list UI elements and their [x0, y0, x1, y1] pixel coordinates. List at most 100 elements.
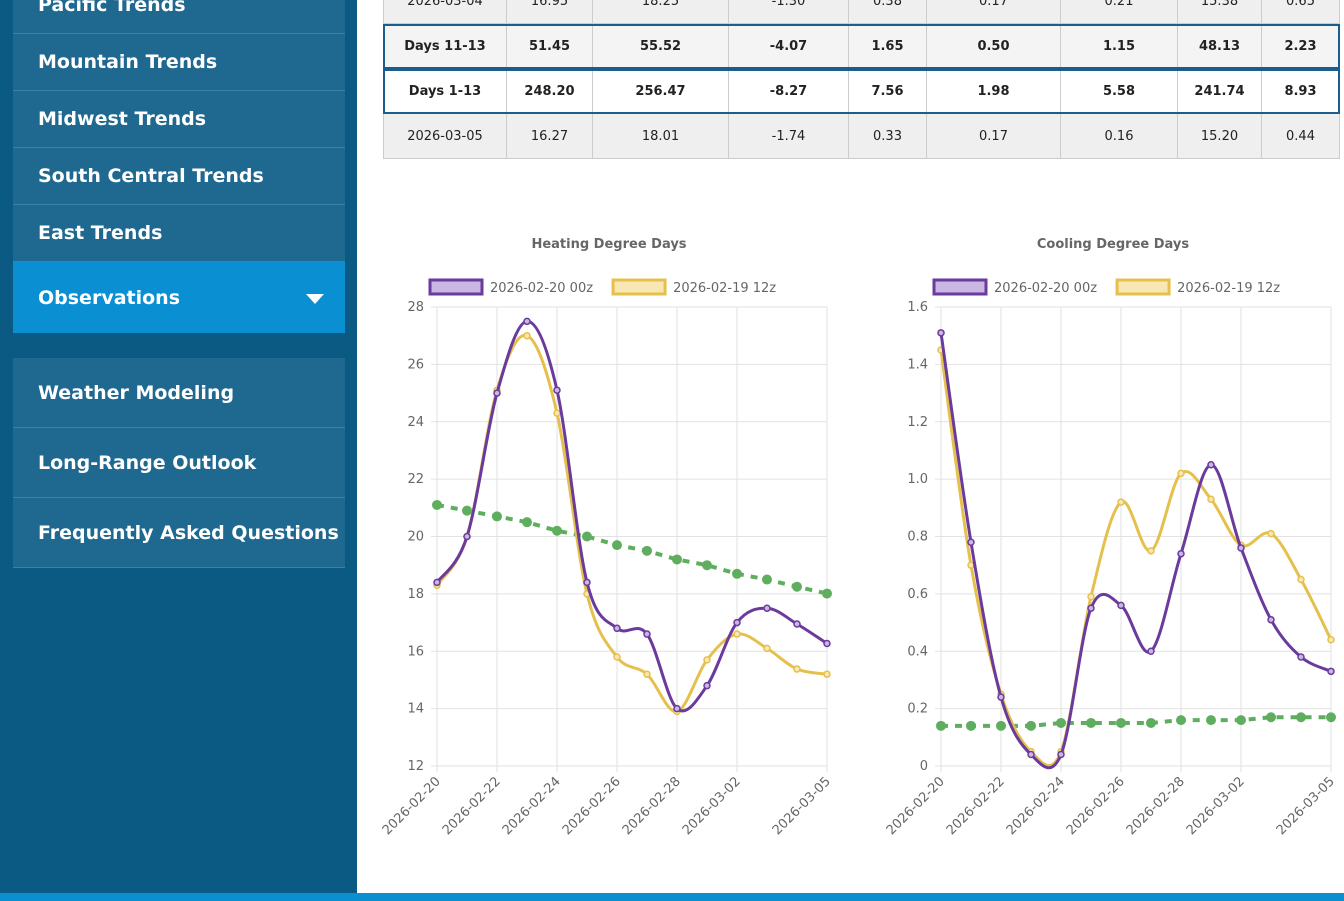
legend-swatch: [428, 278, 484, 296]
y-tick-label: 14: [407, 702, 424, 717]
data-point: [1236, 715, 1246, 726]
data-point: [1026, 720, 1036, 731]
table-cell: 256.47: [593, 69, 729, 114]
legend-label: 2026-02-20 00z: [994, 281, 1097, 296]
x-tick-label: 2026-02-24: [500, 774, 564, 838]
table-cell: 1.65: [849, 24, 927, 69]
table-cell: -1.74: [729, 114, 849, 159]
table-cell: 0.44: [1262, 114, 1340, 159]
series-line: [436, 502, 828, 596]
data-point: [1177, 469, 1185, 478]
data-point: [553, 409, 561, 417]
data-point: [1206, 715, 1216, 726]
data-point: [763, 644, 771, 653]
data-point: [793, 665, 801, 673]
data-point: [703, 656, 711, 664]
data-point: [1326, 712, 1336, 723]
table-cell: 0.65: [1262, 0, 1340, 24]
data-point: [492, 511, 502, 522]
table-cell: 51.45: [507, 24, 593, 69]
data-point: [763, 604, 771, 612]
row-label: 2026-03-05: [383, 114, 507, 159]
table-cell: 5.58: [1061, 69, 1178, 114]
nav-item[interactable]: East Trends: [13, 205, 345, 262]
data-point: [937, 329, 945, 337]
y-tick-label: 22: [407, 472, 424, 487]
data-point: [732, 568, 742, 579]
y-tick-label: 0.8: [907, 530, 928, 545]
nav-item[interactable]: Midwest Trends: [13, 91, 345, 148]
data-point: [1117, 601, 1125, 610]
data-point: [432, 499, 442, 510]
table-cell: 1.15: [1061, 24, 1178, 69]
table-cell: 0.38: [849, 0, 927, 24]
legend-swatch: [611, 278, 667, 296]
data-point: [583, 578, 591, 587]
y-tick-label: 0.4: [907, 644, 928, 659]
footer-bar: [0, 893, 1344, 901]
nav-item[interactable]: South Central Trends: [13, 148, 345, 205]
table-cell: -4.07: [729, 24, 849, 69]
data-point: [733, 630, 741, 638]
y-tick-label: 1.0: [907, 472, 928, 487]
data-point: [493, 389, 501, 397]
nav-item[interactable]: Pacific Trends: [13, 0, 345, 34]
data-point: [462, 505, 472, 516]
data-point: [1087, 604, 1095, 612]
data-point: [1087, 592, 1095, 601]
arrow: [306, 294, 324, 304]
data-point: [822, 588, 832, 599]
x-tick-label: 2026-02-26: [1064, 774, 1128, 838]
data-point: [966, 720, 976, 731]
data-point: [1117, 498, 1125, 506]
nav-item[interactable]: Weather Modeling: [13, 358, 345, 428]
table-cell: 55.52: [593, 24, 729, 69]
x-tick-label: 2026-02-26: [560, 774, 624, 838]
dropdown-arrow[interactable]: [305, 293, 325, 305]
table-cell: 16.27: [507, 114, 593, 159]
y-tick-label: 1.4: [907, 357, 928, 372]
series-line: [939, 349, 1333, 768]
nav-item[interactable]: Frequently Asked Questions: [13, 498, 345, 568]
legend-label: 2026-02-19 12z: [673, 281, 776, 296]
table-cell: 0.33: [849, 114, 927, 159]
data-point: [523, 317, 531, 326]
data-point: [672, 554, 682, 565]
data-point: [1327, 636, 1335, 644]
data-point: [1297, 653, 1305, 661]
data-point: [1207, 495, 1215, 503]
data-point: [1056, 717, 1066, 728]
row-label: 2026-03-04: [383, 0, 507, 24]
data-point: [1297, 575, 1305, 584]
y-tick-label: 0.6: [907, 587, 928, 602]
data-point: [1267, 529, 1275, 538]
table-cell: 18.01: [593, 114, 729, 159]
data-point: [1057, 750, 1065, 759]
nav-item[interactable]: Observations: [13, 262, 345, 333]
data-point: [582, 531, 592, 542]
x-tick-label: 2026-02-22: [944, 774, 1008, 838]
data-point: [1027, 750, 1035, 759]
y-tick-label: 18: [407, 587, 424, 602]
data-point: [643, 630, 651, 638]
legend-swatch: [932, 278, 988, 296]
nav-item[interactable]: Mountain Trends: [13, 34, 345, 91]
y-tick-label: 0.2: [907, 702, 928, 717]
row-label: Days 11-13: [383, 24, 507, 69]
y-tick-label: 1.6: [907, 300, 928, 315]
nav-item[interactable]: Long-Range Outlook: [13, 428, 345, 498]
data-point: [733, 618, 741, 627]
data-point: [1177, 549, 1185, 558]
sidebar: Pacific Trends Mountain Trends Midwest Tre…: [0, 0, 357, 893]
data-point: [613, 624, 621, 633]
data-point: [1327, 667, 1335, 676]
data-point: [793, 620, 801, 628]
y-tick-label: 28: [407, 300, 424, 315]
x-tick-label: 2026-03-02: [680, 774, 744, 838]
table-cell: 248.20: [507, 69, 593, 114]
data-point: [523, 331, 531, 340]
data-point: [1296, 712, 1306, 723]
data-point: [463, 532, 471, 541]
data-point: [1147, 547, 1155, 555]
